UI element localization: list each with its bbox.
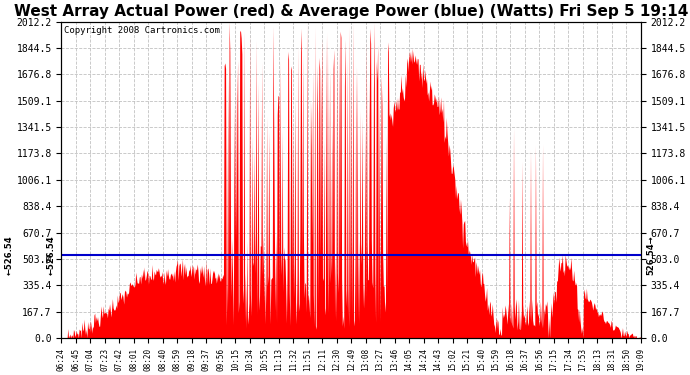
Text: ←526.54: ←526.54 — [47, 236, 56, 275]
Text: 526.54→: 526.54→ — [647, 236, 656, 275]
Text: Copyright 2008 Cartronics.com: Copyright 2008 Cartronics.com — [64, 27, 220, 36]
Text: ←526.54: ←526.54 — [4, 236, 13, 275]
Title: West Array Actual Power (red) & Average Power (blue) (Watts) Fri Sep 5 19:14: West Array Actual Power (red) & Average … — [14, 4, 689, 19]
